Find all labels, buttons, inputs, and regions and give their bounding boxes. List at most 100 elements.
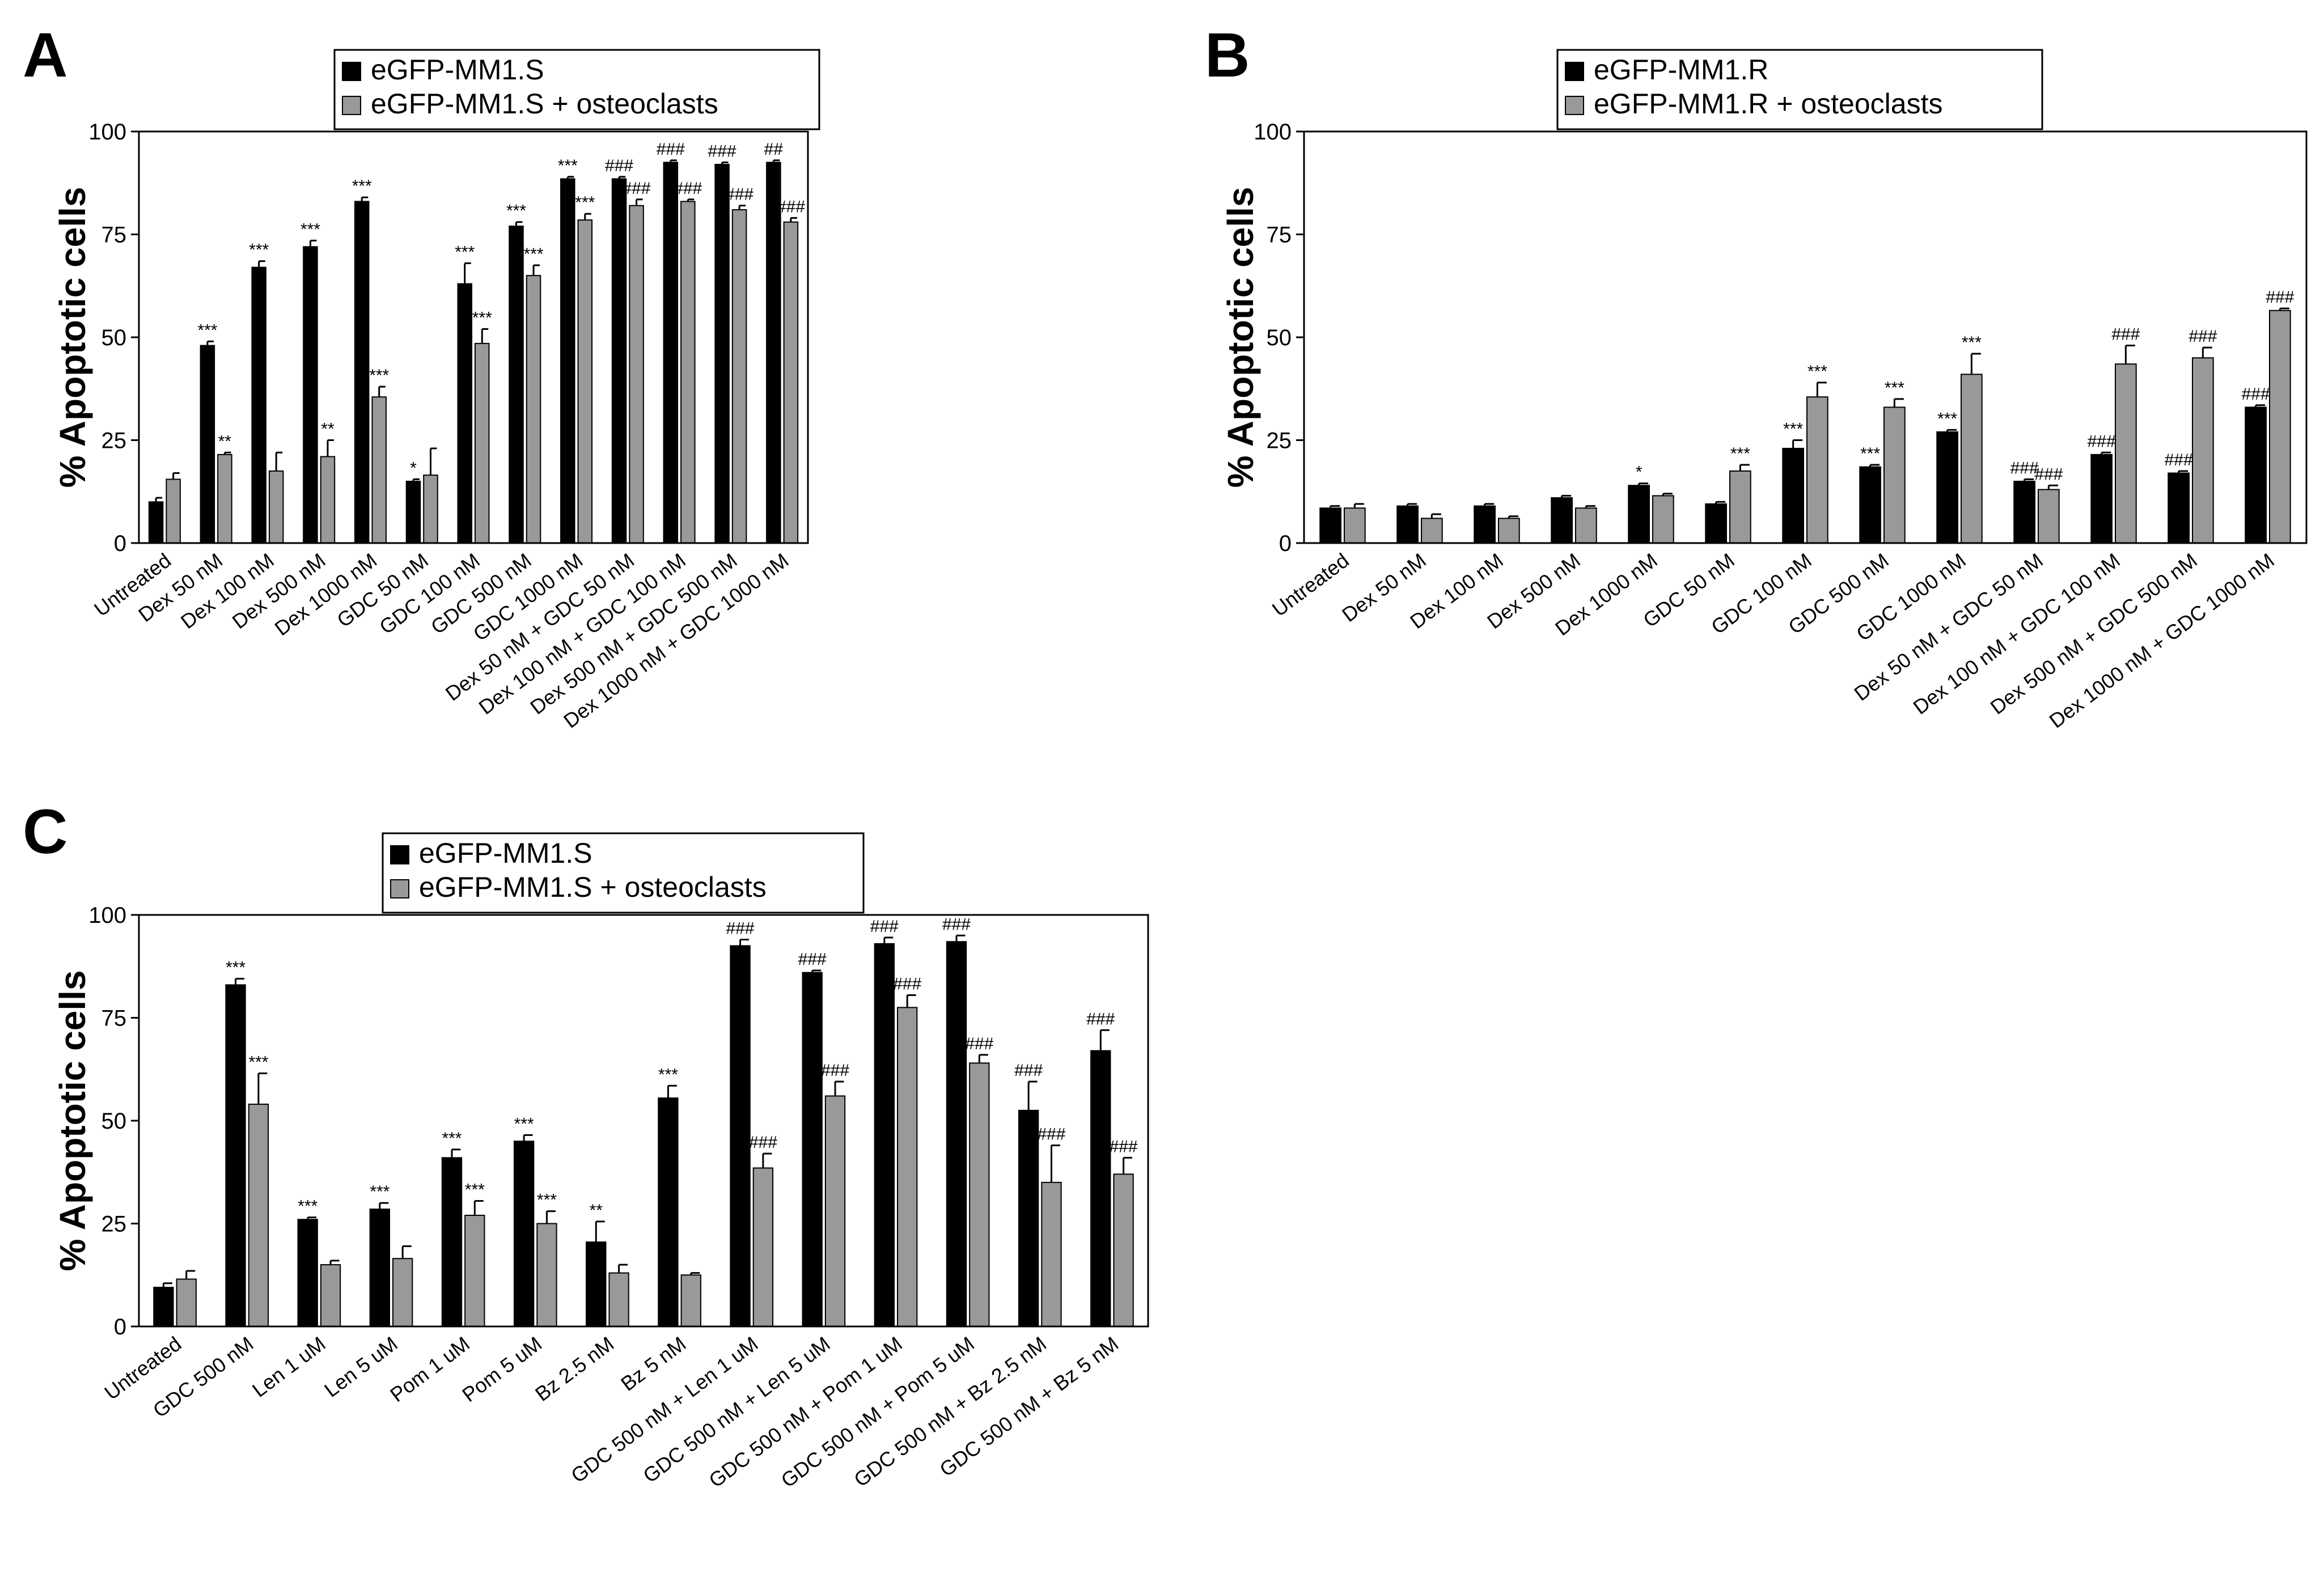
significance-label: ***	[455, 243, 475, 261]
bar-control	[225, 984, 246, 1328]
significance-label: ###	[2266, 288, 2294, 307]
x-category-label: Len 1 uM	[248, 1332, 330, 1402]
bar-osteoclasts	[217, 453, 232, 544]
significance-label: ***	[248, 1053, 268, 1072]
significance-label: ###	[1110, 1137, 1138, 1156]
plot-frame	[138, 914, 1149, 1328]
y-axis-label: % Apoptotic cells	[52, 970, 93, 1271]
bar-control	[148, 501, 164, 544]
bar-osteoclasts	[1041, 1181, 1062, 1327]
significance-label: ###	[623, 179, 651, 198]
bar-osteoclasts	[783, 221, 799, 544]
bar-osteoclasts	[536, 1223, 557, 1327]
significance-label: ###	[821, 1061, 849, 1080]
significance-label: ***	[1885, 379, 1904, 397]
significance-label: ***	[575, 193, 595, 212]
bar-control	[874, 943, 895, 1327]
significance-label: ###	[2010, 459, 2039, 477]
bar-control	[513, 1141, 535, 1328]
y-tick-label: 25	[101, 1212, 127, 1237]
significance-label: ***	[524, 245, 544, 264]
significance-label: ###	[2188, 327, 2217, 346]
bar-control	[251, 266, 266, 544]
y-tick-label: 100	[1254, 120, 1292, 145]
legend-label: eGFP-MM1.S + osteoclasts	[419, 871, 767, 903]
significance-label: ###	[965, 1035, 993, 1053]
significance-label: ***	[658, 1065, 678, 1084]
legend-swatch	[390, 879, 409, 898]
y-tick-label: 0	[114, 1315, 126, 1339]
y-tick-label: 75	[101, 1006, 127, 1031]
bar-control	[1090, 1050, 1111, 1327]
significance-label: ***	[352, 177, 372, 196]
significance-label: ###	[708, 142, 736, 160]
significance-label: ##	[764, 140, 784, 159]
legend-box	[1556, 49, 2043, 130]
significance-label: ###	[2034, 465, 2063, 484]
significance-label: ###	[798, 950, 827, 969]
y-tick-label: 0	[1279, 531, 1292, 556]
bar-control	[2090, 453, 2113, 544]
significance-label: ###	[657, 140, 685, 159]
bar-control	[658, 1097, 679, 1327]
legend-label: eGFP-MM1.S	[419, 837, 592, 869]
bar-osteoclasts	[248, 1103, 269, 1327]
significance-label: ***	[197, 321, 217, 340]
bar-osteoclasts	[680, 1274, 701, 1327]
y-tick-label: 25	[101, 429, 127, 453]
bar-control	[509, 225, 524, 544]
significance-label: ***	[514, 1114, 534, 1133]
significance-label: **	[590, 1201, 603, 1220]
bar-osteoclasts	[1961, 374, 1983, 544]
x-category-label: Bz 2.5 nM	[531, 1332, 618, 1406]
bar-control	[1782, 448, 1805, 544]
bar-control	[2245, 406, 2267, 544]
significance-label: ***	[537, 1191, 557, 1210]
plot-frame	[138, 130, 809, 544]
legend-label: eGFP-MM1.R	[1594, 54, 1768, 86]
bar-osteoclasts	[969, 1062, 990, 1327]
legend-swatch	[342, 62, 361, 81]
bar-control	[2168, 472, 2190, 544]
significance-label: ***	[506, 202, 526, 221]
bar-osteoclasts	[1652, 495, 1674, 544]
bar-control	[1936, 431, 1959, 544]
significance-label: ***	[558, 156, 578, 175]
significance-label: ###	[2165, 451, 2193, 469]
significance-label: ###	[870, 917, 899, 936]
bar-control	[663, 162, 679, 544]
bar-osteoclasts	[1498, 518, 1520, 544]
bar-osteoclasts	[1421, 518, 1443, 544]
bar-osteoclasts	[320, 456, 336, 544]
legend-swatch	[342, 96, 361, 115]
legend-label: eGFP-MM1.R + osteoclasts	[1594, 88, 1942, 120]
significance-label: *	[410, 459, 417, 477]
bar-osteoclasts	[423, 474, 438, 544]
bar-osteoclasts	[2038, 489, 2060, 544]
bar-osteoclasts	[176, 1278, 197, 1328]
bar-control	[297, 1219, 318, 1327]
significance-label: ###	[777, 197, 805, 216]
significance-label: ***	[249, 241, 269, 260]
plot-frame	[1303, 130, 2308, 544]
y-tick-label: 100	[88, 903, 126, 928]
significance-label: ***	[1783, 420, 1803, 439]
bar-control	[405, 481, 421, 544]
significance-label: ###	[893, 975, 921, 994]
bar-osteoclasts	[2269, 310, 2291, 544]
panel-letter: B	[1205, 20, 1250, 90]
significance-label: ###	[725, 185, 753, 204]
significance-label: **	[321, 420, 335, 439]
significance-label: ###	[605, 156, 633, 175]
significance-label: ###	[2242, 385, 2270, 404]
significance-label: ###	[749, 1133, 777, 1152]
significance-label: ###	[674, 179, 702, 198]
panel-letter: C	[23, 797, 67, 867]
bar-control	[1474, 505, 1496, 544]
